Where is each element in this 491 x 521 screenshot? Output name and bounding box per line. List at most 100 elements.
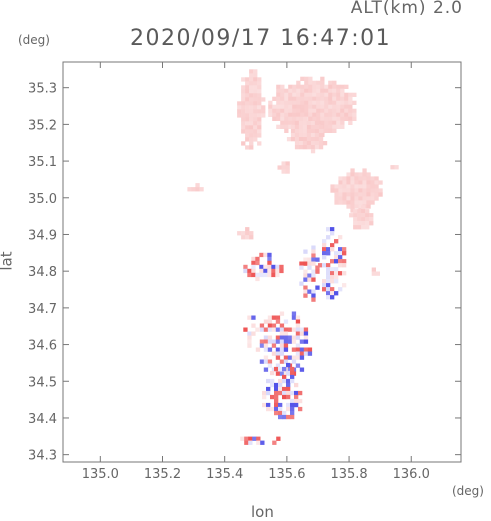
echo-cell	[276, 124, 281, 129]
echo-cell	[278, 402, 283, 408]
echo-cell	[237, 101, 242, 106]
echo-cell	[338, 251, 343, 256]
echo-cell	[290, 374, 295, 380]
echo-cell	[354, 200, 359, 205]
echo-cell	[292, 84, 297, 89]
echo-cell	[292, 88, 297, 93]
echo-cell	[263, 268, 268, 274]
echo-cell	[283, 335, 289, 340]
echo-cell	[276, 116, 281, 121]
echo-cell	[279, 371, 285, 376]
echo-cell	[324, 108, 329, 113]
echo-cell	[350, 184, 355, 189]
echo-cell	[247, 343, 252, 348]
echo-cell	[314, 145, 320, 150]
echo-cell	[320, 112, 325, 117]
echo-cell	[268, 108, 273, 113]
echo-cell	[366, 184, 371, 189]
echo-cell	[303, 273, 308, 278]
echo-cell	[307, 273, 312, 278]
echo-cell	[362, 200, 367, 205]
echo-cell	[300, 104, 305, 109]
echo-cell	[280, 100, 285, 105]
echo-cell	[326, 291, 331, 296]
echo-cell	[271, 323, 277, 328]
echo-cell	[332, 92, 337, 97]
echo-cell	[311, 293, 316, 298]
echo-cell	[320, 92, 325, 97]
echo-cell	[348, 92, 353, 97]
echo-cell	[302, 137, 308, 142]
echo-cell	[307, 265, 312, 270]
echo-cell	[330, 188, 335, 193]
echo-cell	[374, 196, 379, 201]
echo-cell	[334, 188, 339, 193]
echo-cell	[257, 93, 262, 98]
echo-cell	[275, 272, 280, 278]
echo-cell	[290, 137, 296, 142]
echo-cell	[276, 108, 281, 113]
echo-cell	[275, 355, 281, 360]
echo-cell	[353, 225, 358, 230]
echo-cell	[342, 247, 347, 252]
echo-cell	[315, 269, 320, 274]
echo-cell	[290, 133, 296, 138]
echo-cell	[259, 264, 264, 270]
echo-cell	[290, 378, 295, 384]
echo-cell	[342, 184, 347, 189]
echo-cell	[334, 192, 339, 197]
echo-cells	[187, 69, 399, 445]
echo-cell	[298, 129, 304, 134]
echo-cell	[255, 256, 260, 262]
echo-cell	[342, 259, 347, 264]
echo-cell	[281, 169, 286, 174]
echo-cell	[330, 287, 335, 292]
echo-cell	[334, 291, 339, 296]
echo-cell	[312, 112, 317, 117]
echo-cell	[261, 97, 266, 102]
echo-cell	[290, 410, 295, 416]
echo-cell	[316, 88, 321, 93]
echo-cell	[278, 390, 283, 396]
echo-cell	[312, 88, 317, 93]
echo-cell	[354, 192, 359, 197]
echo-cell	[286, 378, 291, 384]
echo-cell	[328, 116, 333, 121]
echo-cell	[249, 109, 254, 114]
echo-cell	[287, 367, 293, 372]
echo-cell	[259, 339, 265, 344]
echo-cell	[266, 378, 271, 384]
echo-cell	[237, 113, 242, 118]
echo-cell	[253, 77, 258, 82]
echo-cell	[263, 335, 269, 340]
echo-cell	[316, 80, 321, 85]
echo-cell	[278, 386, 283, 392]
echo-cell	[253, 69, 258, 74]
echo-cell	[261, 113, 266, 118]
echo-cell	[311, 261, 316, 266]
echo-cell	[338, 180, 343, 185]
echo-cell	[342, 188, 347, 193]
echo-cell	[338, 184, 343, 189]
echo-cell	[350, 208, 355, 213]
echo-cell	[330, 259, 335, 264]
echo-cell	[282, 414, 287, 420]
echo-cell	[365, 221, 370, 226]
echo-cell	[286, 137, 292, 142]
x-tick-label: 135.0	[82, 467, 119, 482]
echo-cell	[245, 113, 250, 118]
echo-cell	[314, 121, 320, 126]
echo-cell	[290, 406, 295, 412]
echo-cell	[257, 121, 262, 126]
echo-cell	[253, 121, 258, 126]
echo-cell	[308, 104, 313, 109]
echo-cell	[342, 271, 347, 276]
echo-cell	[311, 277, 316, 282]
altitude-label: ALT(km) 2.0	[350, 0, 463, 18]
echo-cell	[290, 390, 295, 396]
echo-cell	[271, 367, 277, 372]
echo-cell	[253, 117, 258, 122]
echo-cell	[286, 406, 291, 412]
echo-cell	[328, 124, 333, 129]
